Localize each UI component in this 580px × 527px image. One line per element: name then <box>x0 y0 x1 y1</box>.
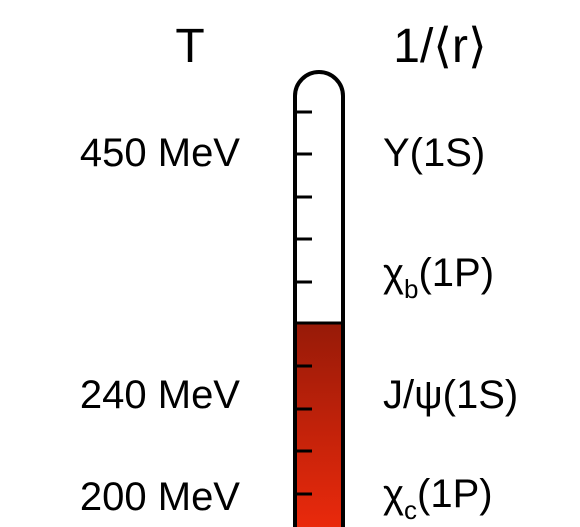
state-label: Υ(1S) <box>383 131 485 175</box>
state-subscript: c <box>404 495 417 525</box>
state-symbol: χ <box>383 472 404 516</box>
header-inverse-radius: 1/⟨r⟩ <box>393 20 486 73</box>
state-label: χc(1P) <box>383 472 493 525</box>
temperature-label: 450 MeV <box>80 131 240 175</box>
temperature-label: 200 MeV <box>80 475 240 519</box>
header-temperature: T <box>175 20 204 73</box>
state-suffix: (1P) <box>417 472 493 516</box>
temperature-label: 240 MeV <box>80 373 240 417</box>
state-label: χb(1P) <box>383 251 494 304</box>
thermometer-fill <box>295 323 343 527</box>
state-symbol: χ <box>383 251 404 295</box>
thermometer-diagram: T 1/⟨r⟩ 450 MeV 240 MeV 200 MeV Υ(1S) χb… <box>0 0 580 527</box>
state-subscript: b <box>404 274 418 304</box>
state-suffix: (1P) <box>418 251 494 295</box>
page: {"header": {"left": "T", "right": "1/⟨r⟩… <box>0 0 580 527</box>
state-label: J/ψ(1S) <box>383 373 518 417</box>
